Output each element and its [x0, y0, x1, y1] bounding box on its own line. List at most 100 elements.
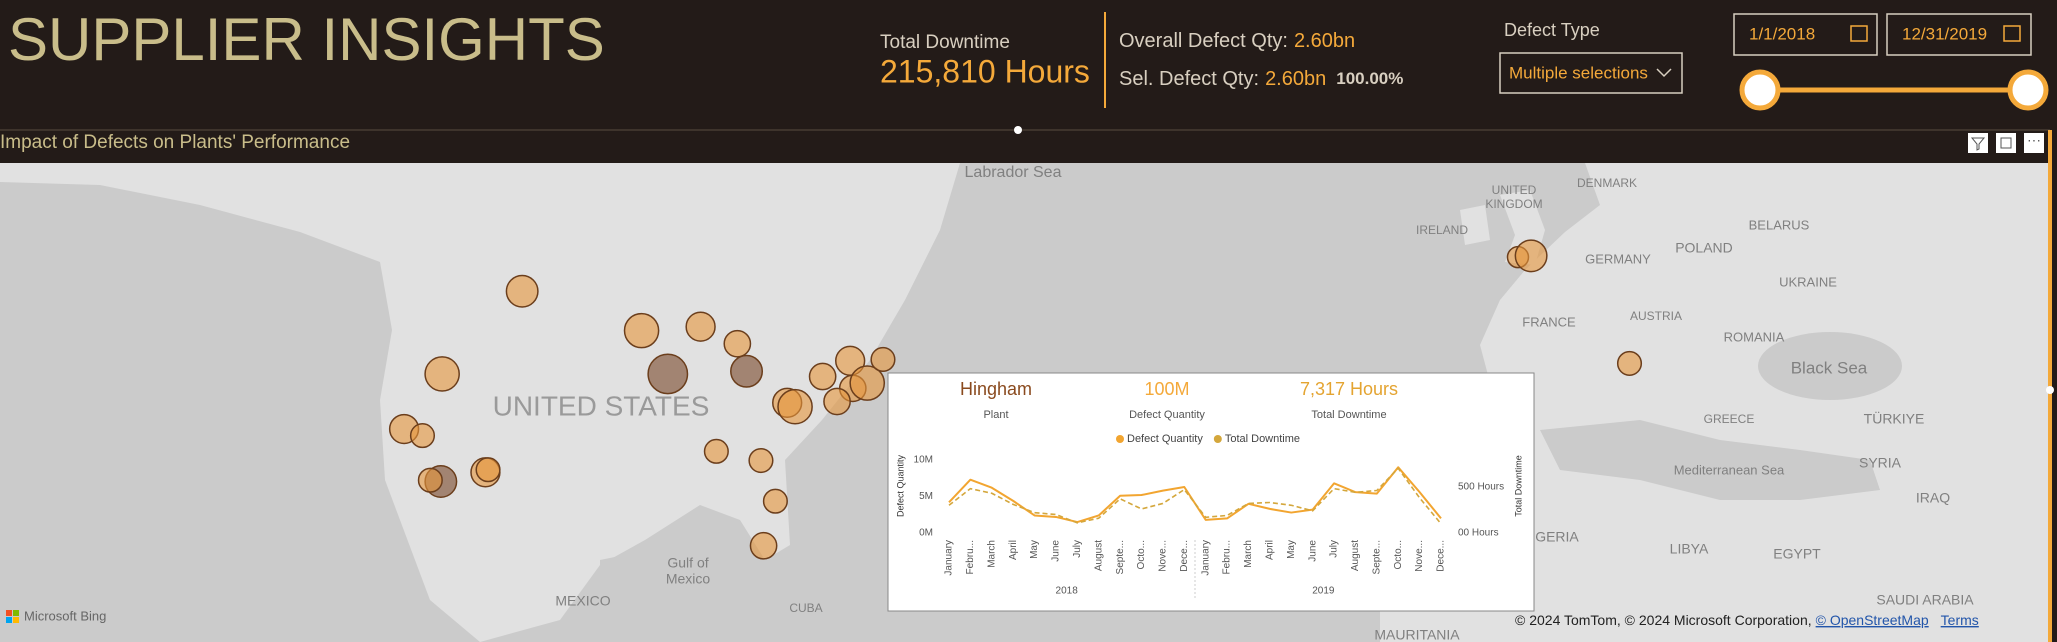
page-title: SUPPLIER INSIGHTS [8, 6, 605, 73]
kpi-label: Sel. Defect Qty: [1119, 68, 1259, 90]
map-label: MAURITANIA [1374, 627, 1460, 642]
plant-bubble [730, 354, 764, 388]
calendar-icon[interactable] [1850, 25, 1868, 42]
focus-icon[interactable] [1996, 133, 2016, 153]
year-label: 2018 [1056, 586, 1079, 597]
map-label: UNITED [1492, 183, 1537, 197]
legend-label: Defect Quantity [1127, 433, 1203, 445]
slider-handle[interactable] [2007, 69, 2049, 111]
x-tick-label: Septe... [1115, 540, 1126, 574]
y2-tick-label: 00 Hours [1458, 528, 1499, 539]
x-tick-label: January [1200, 540, 1211, 576]
copyright: © 2024 TomTom, © 2024 Microsoft Corporat… [1515, 612, 1812, 628]
more-icon[interactable] [2024, 133, 2044, 153]
kpi-percent: 100.00% [1336, 69, 1403, 88]
map-label: SYRIA [1859, 455, 1902, 471]
plant-bubble [424, 356, 460, 392]
x-tick-label: Septe... [1371, 540, 1382, 574]
legend-marker [1213, 435, 1222, 443]
dropdown-value[interactable]: Multiple selections [1509, 63, 1648, 82]
legend-label: Total Downtime [1225, 433, 1300, 445]
tooltip: Hingham Plant 100M Defect Quantity 7,317… [887, 372, 1535, 612]
resize-handle [2046, 386, 2054, 394]
x-tick-label: July [1329, 540, 1340, 558]
bing-text: Microsoft Bing [24, 608, 106, 623]
map-label: TÜRKIYE [1864, 410, 1925, 427]
bing-logo [13, 610, 19, 616]
water [600, 540, 760, 600]
plant-bubble [1514, 239, 1548, 273]
x-tick-label: Febru... [1222, 540, 1233, 574]
map-label: GERMANY [1585, 251, 1651, 266]
x-tick-label: January [944, 540, 955, 576]
map-label: Mediterranean Sea [1674, 462, 1785, 477]
map-label: CUBA [789, 601, 822, 615]
map-label: BELARUS [1749, 217, 1810, 232]
y-tick-label: 0M [919, 528, 933, 539]
end-date[interactable]: 12/31/2019 [1886, 13, 2032, 56]
map-label: IRAQ [1916, 490, 1950, 506]
plant-bubbles [388, 239, 1643, 560]
dropdown-box[interactable] [1499, 52, 1683, 94]
tooltip-kpi: 7,317 Hours [1300, 379, 1398, 399]
map-label: DENMARK [1577, 176, 1637, 190]
bing-logo [13, 617, 19, 623]
slider-handle[interactable] [1739, 69, 1781, 111]
x-tick-label: Octo... [1393, 540, 1404, 569]
land [1380, 163, 2050, 642]
bing-logo [6, 610, 12, 616]
x-tick-label: May [1029, 540, 1040, 559]
land [1460, 205, 1490, 245]
date-box[interactable] [1886, 13, 2032, 56]
osm-link[interactable]: © OpenStreetMap [1816, 612, 1929, 628]
calendar-icon[interactable] [2003, 25, 2021, 42]
plant-bubble [723, 329, 752, 358]
plant-bubble [417, 467, 443, 493]
legend-marker [1116, 435, 1124, 443]
tooltip-caption: Total Downtime [1311, 409, 1386, 421]
plant-bubble [749, 531, 778, 560]
x-tick-label: March [986, 540, 997, 568]
land [0, 163, 960, 642]
plant-bubble [623, 312, 660, 349]
map-label: AUSTRIA [1630, 309, 1682, 323]
plant-bubble [748, 447, 774, 474]
chevron [1656, 68, 1672, 78]
terms-link[interactable]: Terms [1941, 612, 1979, 628]
x-tick-label: Nove... [1414, 540, 1425, 572]
series-line [948, 467, 1442, 525]
date-box[interactable] [1733, 13, 1878, 56]
tooltip-plant: Hingham [960, 379, 1032, 399]
attribution: © 2024 TomTom, © 2024 Microsoft Corporat… [1515, 612, 1979, 628]
kpi-value: 215,810 Hours [880, 53, 1090, 89]
x-tick-label: Dece... [1179, 540, 1190, 572]
start-date[interactable]: 1/1/2018 [1733, 13, 1878, 56]
year-label: 2019 [1312, 586, 1335, 597]
y-tick-label: 5M [919, 491, 933, 502]
map-label: ROMANIA [1724, 329, 1785, 344]
y2-tick-label: 500 Hours [1458, 481, 1504, 492]
defect-type-dropdown[interactable]: Multiple selections [1499, 52, 1683, 94]
map-label: UNITED STATES [493, 390, 710, 421]
x-tick-label: May [1286, 540, 1297, 559]
x-tick-label: June [1307, 540, 1318, 562]
kpi-value: 2.60bn [1265, 68, 1326, 90]
visual-icons: ··· [1968, 132, 2044, 153]
date-value[interactable]: 1/1/2018 [1749, 24, 1815, 43]
x-tick-label: Febru... [965, 540, 976, 574]
x-tick-label: Nove... [1158, 540, 1169, 572]
date-value[interactable]: 12/31/2019 [1902, 24, 1987, 43]
plant-bubble [475, 457, 501, 483]
map-label: Labrador Sea [965, 164, 1062, 181]
water [1540, 420, 1880, 500]
map-label: GERIA [1535, 529, 1579, 545]
water [1758, 332, 1902, 400]
kpi-label: Overall Defect Qty: [1119, 30, 1288, 52]
tooltip-kpi: 100M [1144, 379, 1189, 399]
tooltip-caption: Defect Quantity [1129, 409, 1205, 421]
header-bg [0, 0, 2057, 130]
x-tick-label: July [1072, 540, 1083, 558]
plant-bubble [849, 365, 886, 401]
